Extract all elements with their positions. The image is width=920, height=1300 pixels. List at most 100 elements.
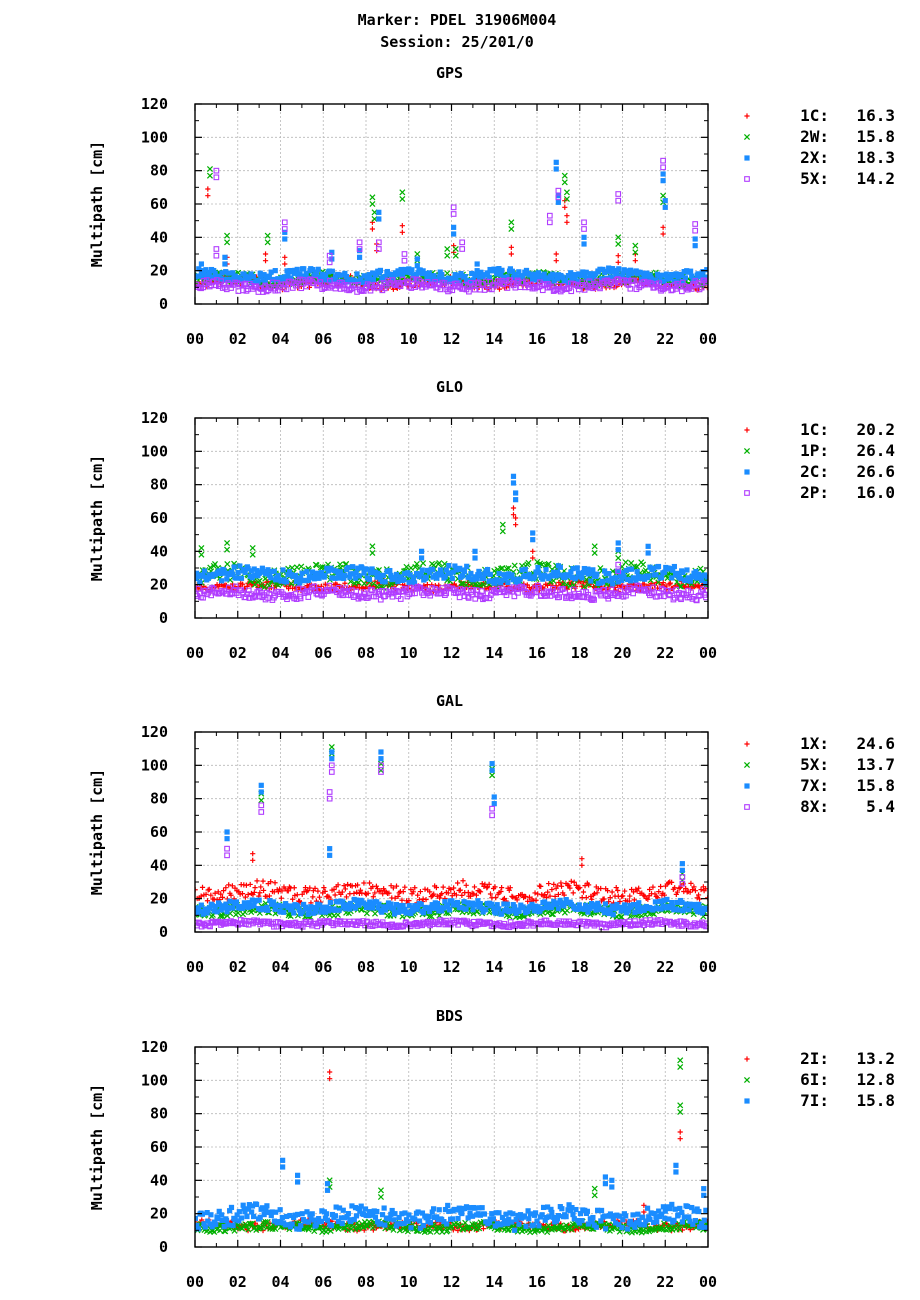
point-2x [272, 268, 278, 274]
point-2c [237, 563, 243, 569]
point-2c [606, 570, 612, 577]
spike-5x [213, 246, 220, 252]
point-2c [468, 570, 474, 577]
point-7x [626, 908, 632, 914]
point-7x [557, 897, 563, 903]
point-5x [506, 913, 513, 920]
point-7x [531, 908, 537, 914]
point-7x [391, 911, 398, 917]
point-2x [201, 271, 207, 277]
point-2x [422, 271, 428, 277]
point-7x [223, 901, 229, 907]
y-tick-label: 60 [150, 823, 168, 841]
point-2c [392, 576, 398, 582]
point-2c [697, 573, 703, 579]
x-tick-label: 22 [656, 644, 674, 662]
spike-1p [224, 546, 231, 553]
point-5x [235, 909, 242, 916]
point-2x [373, 272, 379, 278]
point-2x [484, 270, 490, 276]
point-5x [235, 288, 242, 294]
spike-1p [224, 539, 231, 547]
legend-value-5x: 13.7 [856, 755, 895, 774]
spike-1c [553, 258, 559, 264]
points-gps [195, 157, 708, 295]
point-7x [661, 897, 667, 904]
point-7x [605, 910, 612, 917]
spike-7x [224, 836, 230, 842]
point-2x [219, 270, 225, 276]
point-2p [365, 594, 371, 601]
point-7x [239, 905, 246, 911]
point-2p [486, 595, 493, 602]
point-7x [362, 901, 369, 908]
point-2x [395, 268, 401, 274]
point-1x [266, 893, 273, 899]
point-2c [684, 567, 690, 573]
point-1x [433, 884, 440, 891]
x-tick-label: 20 [613, 958, 631, 976]
spike-5x [213, 174, 220, 181]
spike-2w [206, 165, 213, 173]
point-7x [461, 899, 467, 905]
point-2x [498, 272, 504, 278]
spike-2w [452, 252, 459, 259]
point-2c [482, 571, 488, 577]
point-1x [339, 889, 345, 895]
point-7x [414, 906, 420, 912]
point-2x [230, 270, 236, 276]
point-2c [437, 567, 444, 573]
point-8x [561, 922, 568, 928]
spike-2x [660, 178, 666, 184]
point-2x [660, 272, 666, 278]
point-2c [238, 575, 245, 581]
point-2c [703, 580, 708, 586]
point-7x [227, 898, 233, 904]
point-2c [195, 573, 201, 579]
point-1x [247, 881, 253, 888]
spike-8x [224, 845, 230, 852]
point-5x [449, 287, 456, 294]
point-2c [575, 570, 582, 576]
point-2c [241, 567, 247, 573]
point-7x [225, 906, 231, 912]
x-tick-label: 04 [271, 958, 289, 976]
panel-title-gal: GAL [436, 692, 463, 710]
point-7x [410, 908, 416, 914]
point-2c [579, 575, 585, 581]
point-2p [209, 584, 215, 591]
point-2c [271, 568, 277, 574]
point-8x [667, 918, 674, 925]
point-2c [621, 574, 627, 580]
point-2x [454, 273, 461, 279]
point-2c [449, 575, 455, 581]
point-2x [509, 268, 515, 274]
point-5x [441, 280, 448, 286]
point-2x [540, 277, 546, 284]
legend-name-7x: 7X: [800, 776, 829, 795]
point-2p [654, 593, 661, 600]
point-2c [645, 573, 652, 579]
point-1x [645, 896, 651, 902]
point-7x [276, 902, 282, 909]
spike-1c [205, 186, 211, 192]
point-2x [425, 275, 431, 281]
point-2p [443, 590, 450, 597]
series-gps-5x [195, 157, 708, 295]
point-7x [614, 901, 620, 908]
point-2c [201, 568, 208, 574]
point-1x [220, 888, 227, 894]
spike-1c [513, 515, 519, 521]
point-2p [700, 586, 706, 593]
point-1p [459, 580, 467, 587]
point-5x [568, 288, 575, 295]
point-7x [381, 904, 387, 910]
point-7x [412, 903, 418, 909]
point-1x [460, 878, 466, 884]
point-2c [350, 564, 356, 570]
spike-1p [499, 521, 506, 528]
point-7x [596, 903, 602, 910]
point-7x [660, 903, 666, 909]
spike-7x [327, 852, 333, 858]
point-7x [289, 906, 295, 912]
